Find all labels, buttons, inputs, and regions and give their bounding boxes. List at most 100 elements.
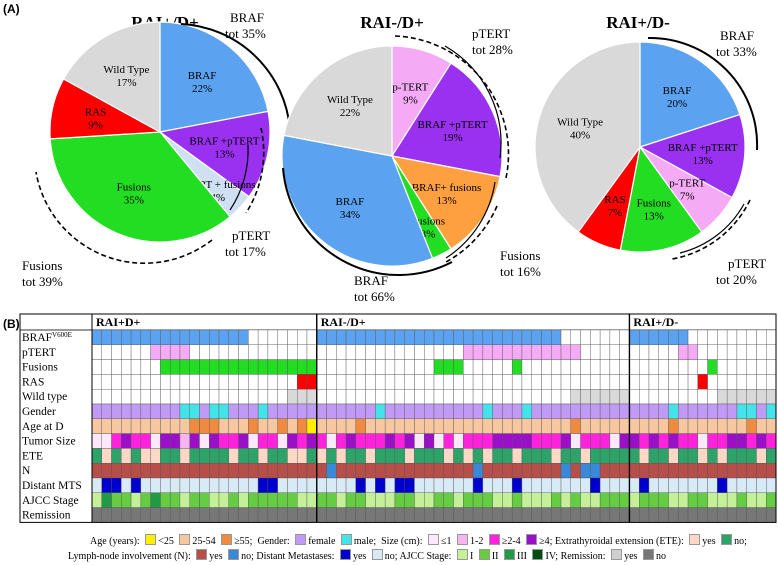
heatmap-cell	[297, 463, 308, 479]
heatmap-cell	[746, 477, 757, 494]
heatmap-cell	[756, 389, 767, 405]
heatmap-cell	[687, 403, 699, 420]
heatmap-cell	[179, 359, 190, 375]
heatmap-cell	[111, 359, 122, 375]
heatmap-cell	[668, 359, 679, 375]
heatmap-cell	[609, 492, 620, 508]
heatmap-cell	[482, 389, 493, 405]
heatmap-cell	[472, 329, 484, 346]
slice-pct: 9%	[88, 120, 103, 132]
heatmap-cell	[209, 477, 220, 494]
heatmap-cell	[433, 463, 444, 479]
heatmap-cell	[209, 448, 220, 464]
heatmap-cell	[345, 463, 357, 479]
heatmap-cell	[609, 389, 620, 405]
heatmap-cell	[316, 477, 327, 494]
heatmap-cell	[316, 433, 327, 449]
heatmap-cell	[306, 374, 317, 390]
heatmap-cell	[511, 344, 523, 360]
heatmap-cell	[756, 403, 767, 420]
heatmap-cell	[502, 507, 513, 523]
heatmap-cell	[228, 477, 239, 494]
heatmap-cell	[345, 374, 357, 390]
heatmap-cell	[316, 492, 327, 508]
pterrt-total-arc-inner	[679, 203, 745, 254]
heatmap-cell	[316, 389, 327, 405]
slice-label: Fusions	[117, 182, 151, 194]
heatmap-cell	[326, 463, 337, 479]
heatmap-cell	[384, 418, 396, 434]
heatmap-cell	[629, 329, 640, 346]
heatmap-cell	[218, 492, 229, 508]
heatmap-cell	[541, 389, 552, 405]
heatmap-cell	[697, 463, 708, 479]
heatmap-cell	[580, 329, 591, 346]
heatmap-cell	[150, 418, 161, 434]
heatmap-cell	[648, 477, 659, 494]
heatmap-cell	[443, 389, 454, 405]
heatmap-cell	[375, 507, 386, 523]
heatmap-cell	[756, 492, 767, 508]
swatch	[221, 534, 233, 545]
heatmap-cell	[678, 463, 689, 479]
heatmap-cell	[736, 448, 747, 464]
heatmap-cell	[414, 477, 425, 494]
heatmap-cell	[365, 433, 376, 449]
heatmap-cell	[433, 344, 444, 360]
heatmap-cell	[101, 477, 112, 494]
heatmap-cell	[238, 418, 249, 434]
heatmap-cell	[746, 433, 757, 449]
heatmap-cell	[130, 359, 142, 375]
heatmap-cell	[169, 344, 181, 360]
heatmap-cell	[316, 374, 327, 390]
heatmap-cell	[717, 329, 728, 346]
mutation-heatmap: BRAFV600E pTERT Fusions RAS Wild type Gender A…	[19, 313, 777, 523]
group-label: RAI-/D+	[321, 315, 366, 329]
heatmap-cell	[678, 359, 689, 375]
heatmap-cell	[316, 418, 327, 434]
heatmap-cell	[678, 403, 689, 420]
swatch	[642, 549, 654, 560]
heatmap-cell	[238, 463, 249, 479]
heatmap-cell	[160, 448, 171, 464]
heatmap-cell	[511, 492, 523, 508]
legend-item: no;	[734, 536, 747, 547]
heatmap-cell	[521, 492, 532, 508]
heatmap-cell	[150, 389, 161, 405]
heatmap-cell	[121, 463, 132, 479]
heatmap-cell	[287, 507, 298, 523]
heatmap-cell	[717, 507, 728, 523]
heatmap-cell	[257, 433, 269, 449]
heatmap-cell	[355, 329, 366, 346]
heatmap-cell	[687, 507, 699, 523]
heatmap-cell	[277, 492, 288, 508]
heatmap-cell	[580, 477, 591, 494]
heatmap-cell	[570, 374, 581, 390]
heatmap-cell	[336, 329, 347, 346]
heatmap-cell	[687, 492, 699, 508]
heatmap-cell	[130, 374, 142, 390]
heatmap-cell	[678, 374, 689, 390]
heatmap-cell	[453, 492, 464, 508]
heatmap-cell	[482, 374, 493, 390]
heatmap-cell	[316, 329, 327, 346]
heatmap-cell	[101, 492, 112, 508]
heatmap-cell	[443, 329, 454, 346]
heatmap-cell	[590, 433, 601, 449]
heatmap-cell	[248, 507, 259, 523]
heatmap-cell	[424, 433, 435, 449]
heatmap-cell	[580, 359, 591, 375]
heatmap-cell	[355, 359, 366, 375]
heatmap-cell	[189, 463, 200, 479]
heatmap-cell	[248, 433, 259, 449]
heatmap-cell	[160, 389, 171, 405]
heatmap-cell	[248, 492, 259, 508]
heatmap-cell	[414, 463, 425, 479]
heatmap-cell	[443, 344, 454, 360]
heatmap-cell	[345, 492, 357, 508]
heatmap-cell	[560, 477, 571, 494]
heatmap-cell	[609, 329, 620, 346]
annot-name: Fusions	[22, 258, 62, 273]
heatmap-cell	[736, 507, 747, 523]
heatmap-cell	[365, 344, 376, 360]
